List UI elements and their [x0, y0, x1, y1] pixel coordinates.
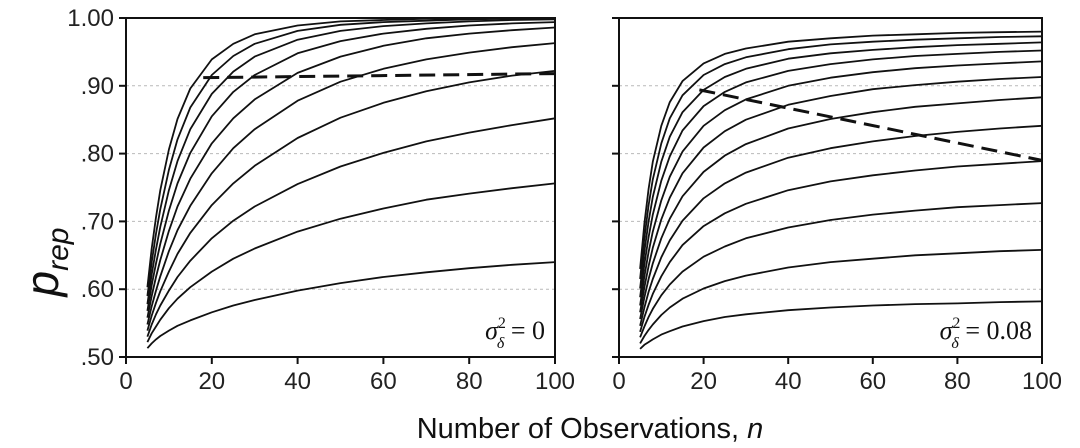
- series-line-7: [146, 21, 556, 312]
- x-tick-label: 60: [859, 368, 886, 395]
- series-line-6: [639, 96, 1043, 320]
- x-tick-label: 60: [370, 368, 397, 395]
- series-line-12: [639, 30, 1043, 269]
- variance-annotation: σ2 δ = 0.08: [940, 315, 1032, 352]
- y-tick-label: .60: [81, 276, 114, 303]
- series-line-2: [146, 182, 556, 343]
- x-tick-label: 100: [1022, 368, 1062, 395]
- x-axis-label: Number of Observations, n: [417, 413, 764, 445]
- y-tick-label: 1.00: [67, 5, 114, 32]
- plot-frame: [125, 17, 556, 358]
- x-tick-label: 80: [944, 368, 971, 395]
- y-tick-label: .70: [81, 208, 114, 235]
- series-line-4: [639, 160, 1043, 333]
- x-tick-label: 100: [535, 368, 575, 395]
- series-line-6: [146, 26, 556, 318]
- series-line-3: [146, 117, 556, 337]
- dashed-line-left: [203, 72, 556, 80]
- series-line-8: [146, 18, 556, 305]
- series-line-7: [639, 76, 1043, 313]
- variance-annotation: σ2 δ = 0: [485, 315, 545, 352]
- series-line-1: [146, 261, 556, 349]
- y-tick-label: .80: [81, 141, 114, 168]
- series-line-2: [639, 249, 1043, 344]
- plot-frame: [618, 17, 1043, 358]
- y-tick-label: .90: [81, 73, 114, 100]
- x-tick-label: 20: [198, 368, 225, 395]
- series-line-5: [639, 124, 1043, 327]
- series-line-10: [146, 17, 555, 288]
- series-line-4: [146, 70, 556, 331]
- series-line-8: [639, 60, 1043, 306]
- series-line-1: [639, 300, 1043, 350]
- series-line-10: [639, 41, 1043, 289]
- y-tick-label: .50: [81, 344, 114, 371]
- series-line-9: [146, 17, 555, 297]
- y-axis-label: prep: [16, 228, 75, 299]
- series-line-11: [639, 35, 1043, 280]
- series-line-9: [639, 49, 1043, 298]
- dashed-line-right: [699, 88, 1043, 162]
- x-tick-label: 80: [456, 368, 483, 395]
- panel-right: 0 20 40 60 80 100 σ2 δ = 0.08: [612, 17, 1062, 395]
- x-tick-label: 20: [690, 368, 717, 395]
- x-tick-label: 0: [612, 368, 625, 395]
- x-tick-label: 0: [119, 368, 132, 395]
- series-line-3: [639, 202, 1043, 338]
- series-line-5: [146, 42, 556, 325]
- panel-left: 0 20 40 60 80 100 .50 .60 .70 .80 .90 1.00 σ2 δ = 0: [67, 5, 575, 395]
- x-tick-label: 40: [775, 368, 802, 395]
- x-tick-label: 40: [284, 368, 311, 395]
